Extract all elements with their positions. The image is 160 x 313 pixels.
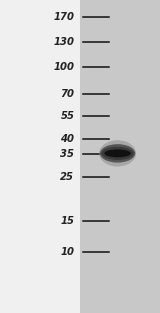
Ellipse shape <box>99 140 136 167</box>
Text: 40: 40 <box>60 134 74 144</box>
Text: 15: 15 <box>60 216 74 226</box>
Ellipse shape <box>101 147 134 160</box>
Text: 25: 25 <box>60 172 74 182</box>
Text: 100: 100 <box>53 62 74 72</box>
Bar <box>0 0 80 313</box>
Text: 70: 70 <box>60 89 74 99</box>
Text: 10: 10 <box>60 247 74 257</box>
Text: 35: 35 <box>60 149 74 159</box>
Bar <box>80 0 160 313</box>
Text: 55: 55 <box>60 111 74 121</box>
Ellipse shape <box>100 144 135 162</box>
Text: 170: 170 <box>53 12 74 22</box>
Ellipse shape <box>104 149 131 157</box>
Text: 130: 130 <box>53 37 74 47</box>
